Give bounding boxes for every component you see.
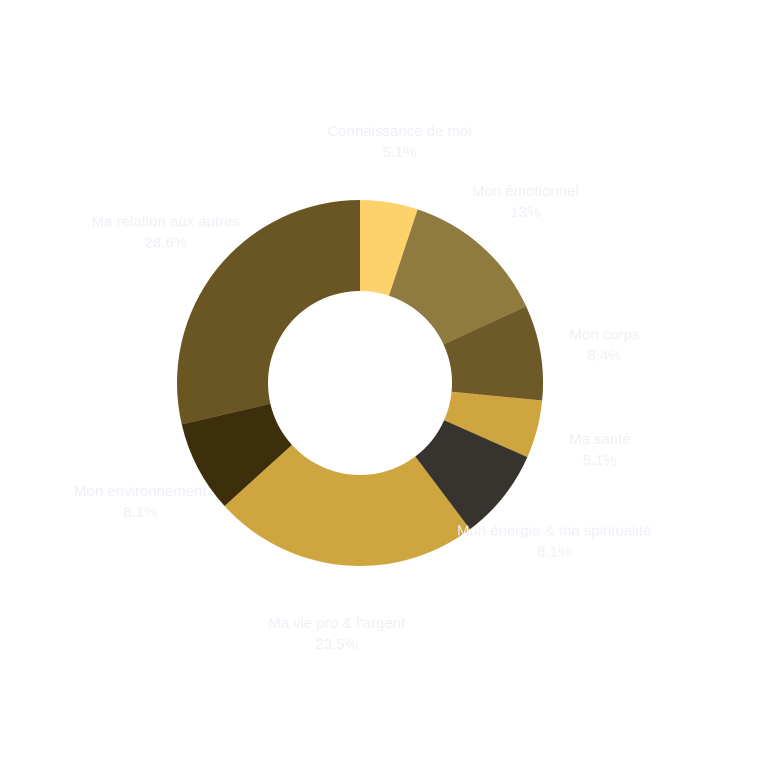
slice-ma-sante bbox=[444, 391, 543, 458]
donut-slices bbox=[177, 200, 543, 566]
slice-value: 23.5% bbox=[315, 636, 358, 653]
slice-label: Mon émotionnel bbox=[472, 183, 579, 200]
slice-ma-vie-pro-l-argent bbox=[224, 444, 470, 566]
slice-mon-environnement bbox=[181, 403, 292, 507]
slice-value: 8.1% bbox=[123, 504, 157, 521]
slice-label: Ma vie pro & l'argent bbox=[268, 615, 406, 632]
slice-mon-corps bbox=[443, 306, 543, 401]
slice-value: 13% bbox=[510, 204, 540, 221]
slice-value: 8.1% bbox=[537, 543, 571, 560]
slice-value: 5.1% bbox=[583, 452, 617, 469]
slice-value: 5.1% bbox=[383, 144, 417, 161]
slice-mon-emotionnel bbox=[389, 209, 527, 345]
slice-label: Connaissance de moi bbox=[327, 123, 471, 140]
slice-label: Mon corps bbox=[569, 326, 639, 343]
slice-ma-relation-aux-autres bbox=[177, 200, 360, 425]
slice-value: 28.6% bbox=[145, 235, 188, 252]
slice-label: Ma relation aux autres bbox=[92, 214, 240, 231]
slice-label: Mon environnement bbox=[74, 483, 207, 500]
slice-labels: Connaissance de moi 5.1% Mon émotionnel 13%… bbox=[74, 123, 651, 653]
slice-label: Ma santé bbox=[569, 431, 631, 448]
slice-label: Mon énergie & ma spiritualité bbox=[457, 522, 651, 539]
slice-value: 8.4% bbox=[587, 347, 621, 364]
slice-connaissance-de-moi bbox=[360, 200, 418, 296]
slice-mon-energie-ma-spiritualite bbox=[415, 420, 528, 530]
